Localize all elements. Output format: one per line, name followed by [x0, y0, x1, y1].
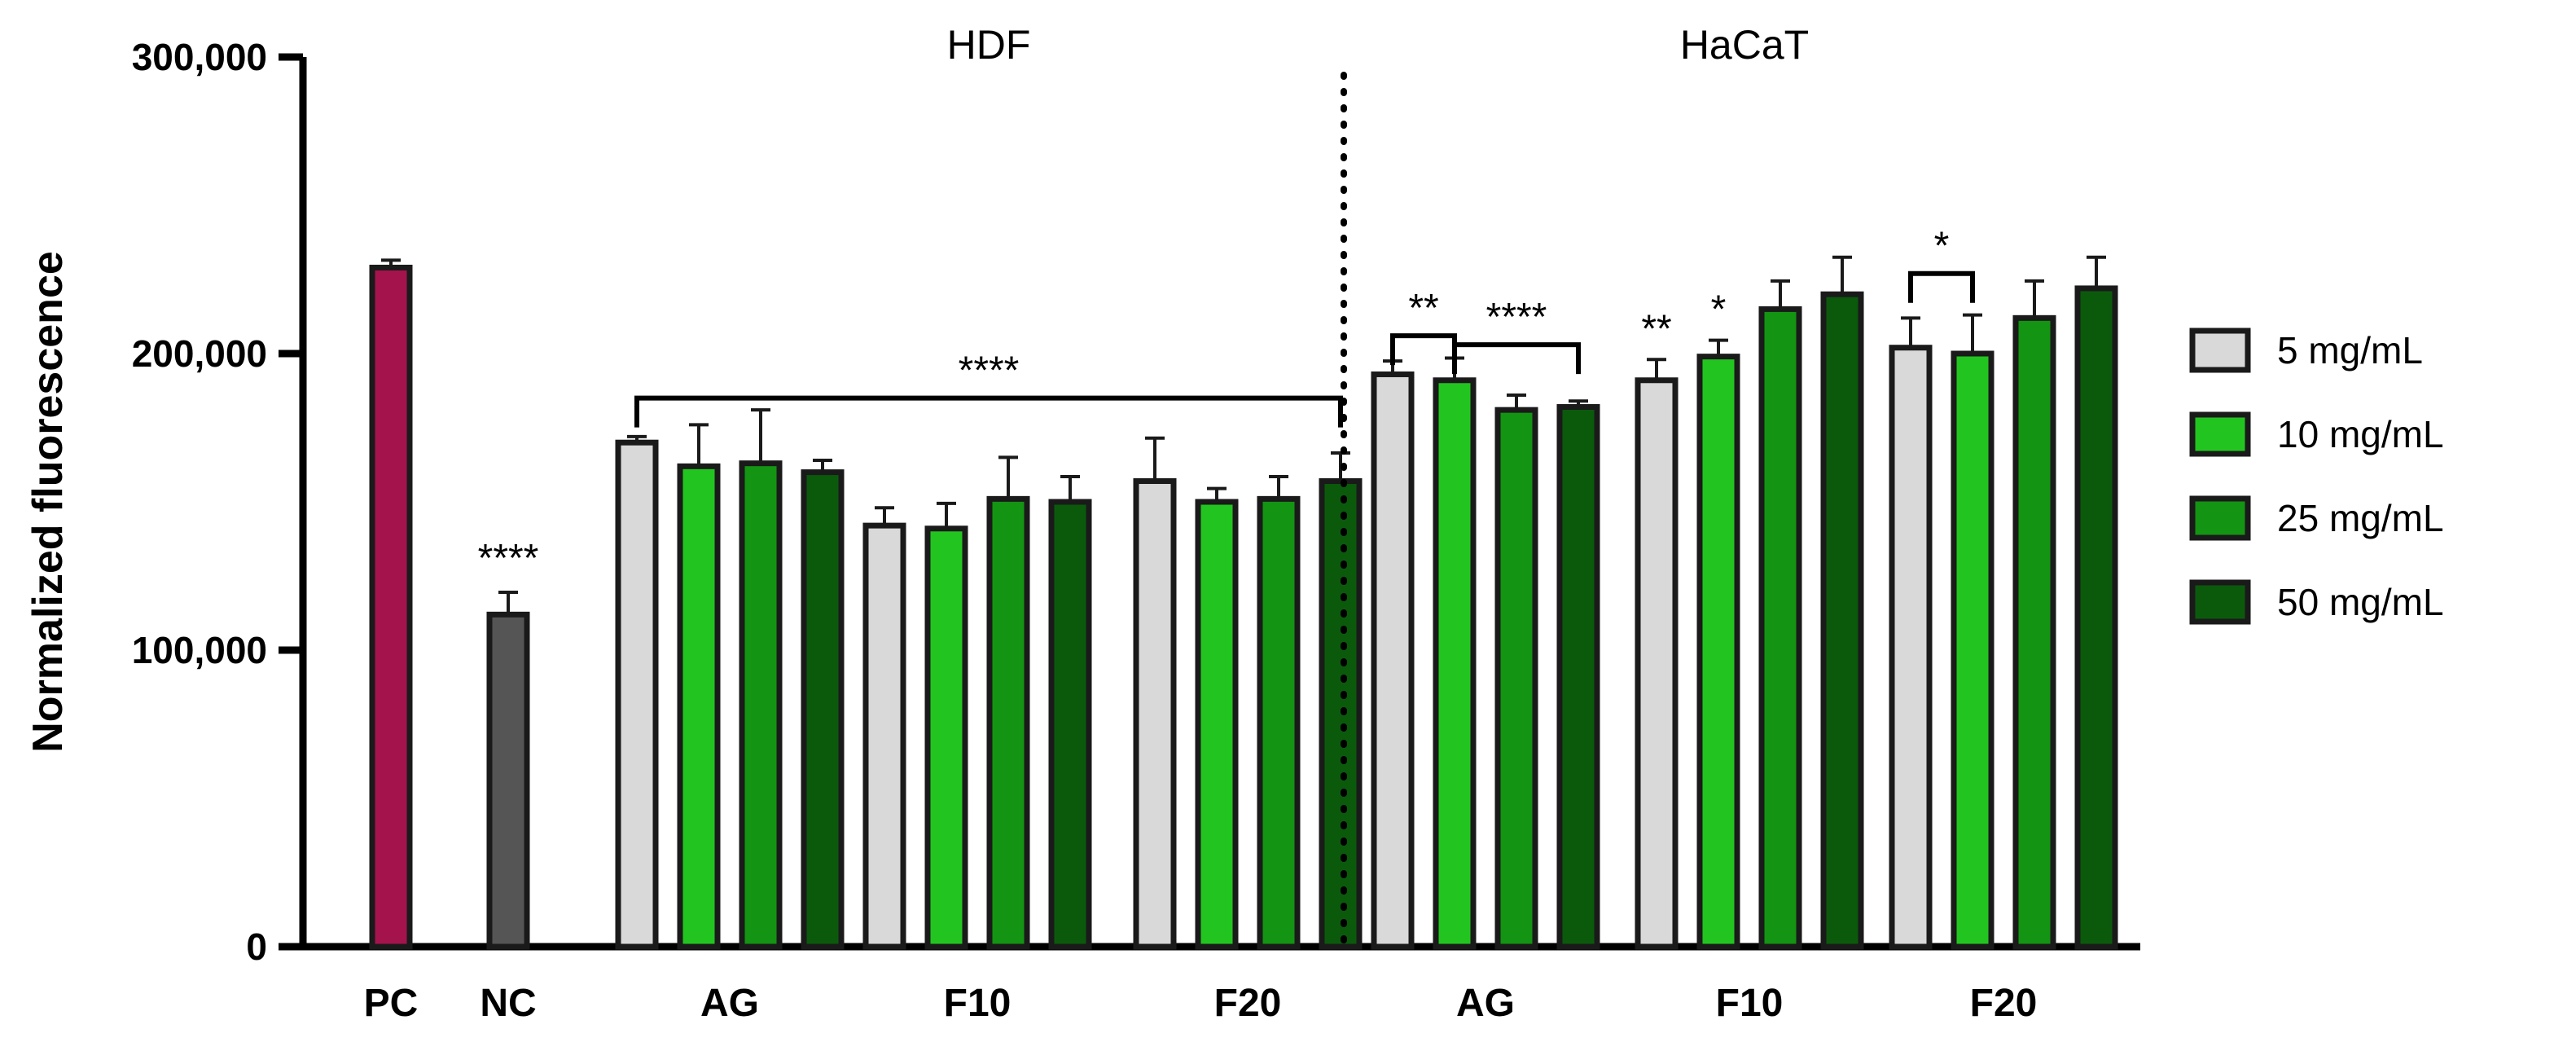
significance-label: * [1934, 225, 1950, 268]
bar-hdf-f20-2 [1195, 499, 1239, 950]
y-axis-title: Normalized fluorescence [24, 251, 72, 753]
bar-hacat-f20-2 [1951, 350, 1995, 950]
legend-swatch [2189, 411, 2251, 457]
bar-hdf-ag-4 [801, 469, 845, 950]
x-category-label: AG [1456, 982, 1515, 1025]
legend-swatch [2189, 328, 2251, 373]
bar-hacat-ag-4 [1556, 404, 1600, 950]
bar-hdf-ag-2 [677, 463, 721, 950]
significance-bracket [634, 395, 1343, 428]
bar-hacat-f10-1 [1635, 377, 1679, 950]
x-category-label: AG [700, 982, 759, 1025]
bar-hacat-f10-3 [1758, 306, 1802, 950]
bar-hacat-ag-1 [1371, 371, 1415, 950]
bar-hdf-f10-1 [862, 522, 906, 950]
legend-label: 5 mg/mL [2277, 329, 2423, 372]
bar-hacat-f20-1 [1889, 345, 1933, 950]
bar-pc [369, 264, 413, 950]
significance-bracket [1452, 342, 1581, 375]
legend-label: 10 mg/mL [2277, 413, 2444, 455]
legend-label: 25 mg/mL [2277, 497, 2444, 539]
x-category-label: F10 [944, 982, 1012, 1025]
bar-hdf-f10-4 [1048, 499, 1092, 950]
significance-label: * [1711, 288, 1727, 332]
group-title-hdf: HDF [947, 22, 1031, 68]
bar-hacat-ag-3 [1494, 407, 1538, 950]
bar-hdf-f20-4 [1319, 478, 1363, 950]
bar-hdf-f20-3 [1257, 495, 1301, 950]
bar-hdf-f10-3 [986, 495, 1030, 950]
x-category-label: NC [480, 982, 536, 1025]
bar-hdf-ag-1 [615, 439, 659, 950]
significance-label: **** [1486, 296, 1547, 339]
x-category-label: F10 [1716, 982, 1784, 1025]
y-tick-label: 0 [246, 926, 267, 968]
significance-label: **** [959, 350, 1020, 393]
bar-hacat-f10-4 [1820, 291, 1864, 950]
bar-hacat-f20-3 [2012, 314, 2056, 950]
x-category-label: PC [364, 982, 419, 1025]
significance-label: **** [478, 537, 539, 580]
y-tick-label: 100,000 [132, 629, 267, 671]
bar-nc [486, 611, 530, 950]
legend-swatch [2189, 495, 2251, 541]
legend-label: 50 mg/mL [2277, 581, 2444, 623]
bar-hacat-ag-2 [1433, 377, 1477, 950]
x-category-label: F20 [1970, 982, 2038, 1025]
bar-hdf-f10-2 [924, 525, 968, 950]
group-title-hacat: HaCaT [1680, 22, 1809, 68]
x-category-label: F20 [1214, 982, 1282, 1025]
significance-label: ** [1408, 287, 1438, 330]
bar-hacat-f10-2 [1696, 354, 1740, 950]
y-tick-label: 300,000 [132, 36, 267, 78]
significance-bracket [1908, 270, 1975, 303]
y-tick-label: 200,000 [132, 332, 267, 375]
bar-hacat-f20-4 [2074, 285, 2118, 950]
significance-label: ** [1641, 307, 1671, 350]
bar-hdf-f20-1 [1133, 478, 1177, 950]
legend-swatch [2189, 579, 2251, 625]
bar-hdf-ag-3 [739, 460, 783, 950]
